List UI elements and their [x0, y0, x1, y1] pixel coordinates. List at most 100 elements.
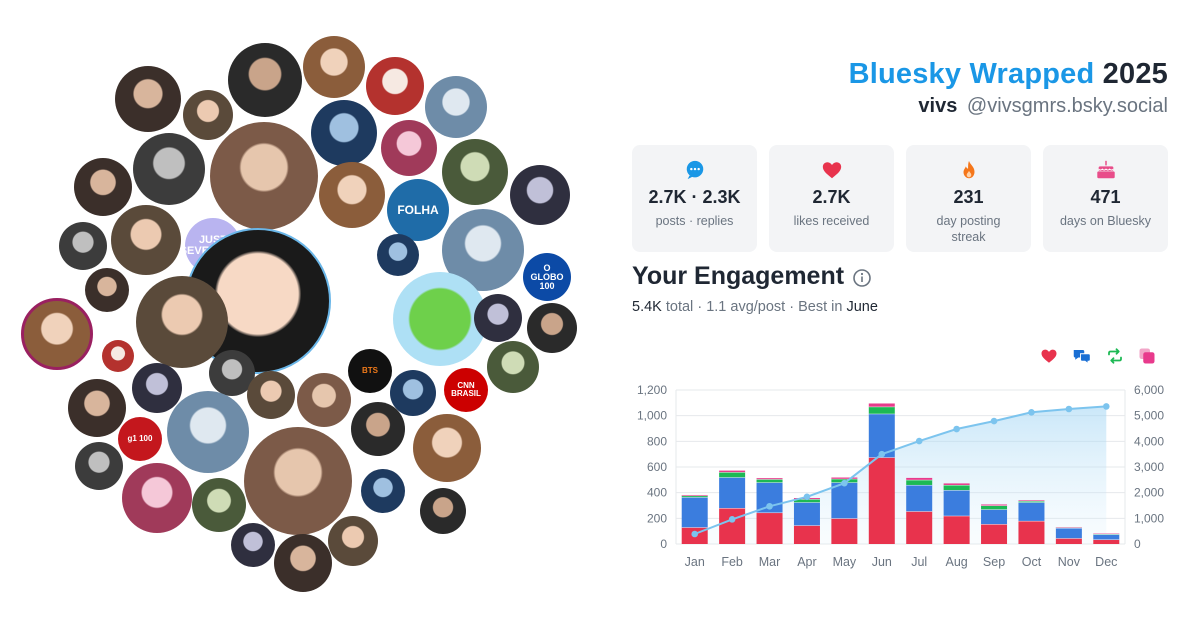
bar-segment-1	[943, 490, 970, 516]
bar-segment-3	[756, 478, 783, 480]
avatar	[122, 463, 192, 533]
x-tick-label: May	[833, 555, 857, 569]
cumulative-point	[953, 425, 960, 433]
avatar-logo-text: CNN BRASIL	[451, 381, 481, 398]
stat-label: likes received	[793, 214, 870, 228]
stat-card-days: 471 days on Bluesky	[1043, 145, 1168, 252]
y-tick-label-left: 400	[647, 486, 667, 500]
bar-segment-3	[906, 477, 933, 480]
stat-card-likes: 2.7K likes received	[769, 145, 894, 252]
bar-separator	[1018, 520, 1045, 522]
cumulative-point	[1028, 409, 1035, 416]
bar-segment-3	[831, 477, 858, 479]
bar-segment-0	[719, 508, 746, 544]
bar-segment-0	[756, 512, 783, 544]
y-tick-label-right: 5,000	[1134, 409, 1164, 423]
avatar	[303, 36, 365, 98]
avatar	[274, 534, 332, 592]
repost-icon[interactable]	[1106, 347, 1124, 365]
bar-segment-1	[868, 413, 895, 458]
avatar	[319, 162, 385, 228]
y-tick-label-right: 3,000	[1134, 460, 1164, 474]
year-title: 2025	[1102, 58, 1168, 90]
y-tick-label-right: 0	[1134, 537, 1141, 551]
avatar	[75, 442, 123, 490]
cumulative-point	[691, 530, 699, 538]
avatar	[102, 340, 134, 372]
avatar	[74, 158, 132, 216]
bar-separator	[1055, 526, 1082, 528]
avatar-logo: FOLHA	[387, 179, 449, 241]
y-tick-label-left: 0	[660, 537, 667, 551]
bar-segment-2	[1018, 501, 1045, 503]
bar-separator	[906, 479, 933, 481]
reply-icon[interactable]	[1072, 347, 1092, 365]
avatar	[393, 272, 487, 366]
y-tick-label-left: 1,200	[637, 383, 667, 397]
stat-card-posts: 2.7K · 2.3K posts · replies	[632, 145, 757, 252]
bar-segment-3	[1018, 500, 1045, 502]
y-tick-label-right: 2,000	[1134, 486, 1164, 500]
cumulative-point	[803, 493, 811, 501]
bar-separator	[943, 489, 970, 491]
engagement-best-month: June	[846, 299, 878, 315]
info-icon[interactable]	[852, 268, 872, 288]
avatar	[136, 276, 228, 368]
engagement-avg: 1.1 avg/post	[706, 299, 786, 315]
heart-icon[interactable]	[1040, 347, 1058, 365]
y-tick-label-right: 4,000	[1134, 434, 1164, 448]
avatar	[377, 234, 419, 276]
avatar	[231, 523, 275, 567]
cake-icon	[1096, 160, 1115, 179]
avatar	[59, 222, 107, 270]
engagement-total: 5.4K	[632, 299, 662, 315]
bar-segment-3	[943, 483, 970, 485]
engagement-chart: 0 200 400 600 800 1,000 1,200 0 1,000 2,000 3,000 4…	[637, 383, 1164, 569]
bar-segment-3	[719, 470, 746, 473]
engagement-total-label: total	[665, 299, 694, 315]
avatar-logo: CNN BRASIL	[444, 368, 488, 412]
chat-bubble-icon	[686, 160, 703, 180]
bar-segment-0	[906, 511, 933, 544]
cumulative-point	[915, 437, 923, 445]
cumulative-area	[694, 406, 1107, 544]
cumulative-point	[990, 417, 998, 425]
engagement-title: Your Engagement	[632, 262, 845, 290]
bar-segment-0	[943, 515, 970, 544]
quote-icon[interactable]	[1138, 347, 1156, 365]
cumulative-point	[841, 479, 848, 487]
heart-icon	[822, 162, 841, 179]
avatar-logo: BTS	[348, 349, 392, 393]
avatar	[390, 370, 436, 416]
stat-value: 2.7K · 2.3K	[648, 187, 741, 207]
x-tick-label: Dec	[1095, 555, 1117, 569]
x-tick-label: Oct	[1022, 555, 1042, 569]
avatar	[68, 379, 126, 437]
avatar	[311, 100, 377, 166]
cumulative-point	[1065, 405, 1073, 413]
flame-icon	[963, 160, 974, 179]
stat-value: 471	[1090, 187, 1121, 207]
stat-label: day posting streak	[936, 214, 1001, 244]
y-tick-label-right: 6,000	[1134, 383, 1164, 397]
avatar	[420, 488, 466, 534]
avatar	[167, 391, 249, 473]
bar-segment-1	[981, 509, 1008, 525]
stat-value: 2.7K	[812, 187, 851, 207]
bar-segment-1	[793, 502, 820, 526]
avatar	[351, 402, 405, 456]
stats-row: 2.7K · 2.3K posts · replies 2.7K likes r…	[632, 145, 1168, 252]
bar-segment-1	[831, 482, 858, 519]
display-name: vivs	[918, 95, 958, 117]
engagement-summary: 5.4K total · 1.1 avg/post · Best in June	[632, 299, 878, 315]
x-tick-label: Nov	[1058, 555, 1081, 569]
x-tick-label: Jul	[911, 555, 927, 569]
bar-segment-0	[868, 457, 895, 544]
bar-segment-0	[1055, 538, 1082, 544]
x-tick-label: Apr	[797, 555, 816, 569]
avatar	[111, 205, 181, 275]
bar-segment-2	[681, 495, 708, 498]
avatar	[192, 478, 246, 532]
bar-separator	[831, 478, 858, 480]
